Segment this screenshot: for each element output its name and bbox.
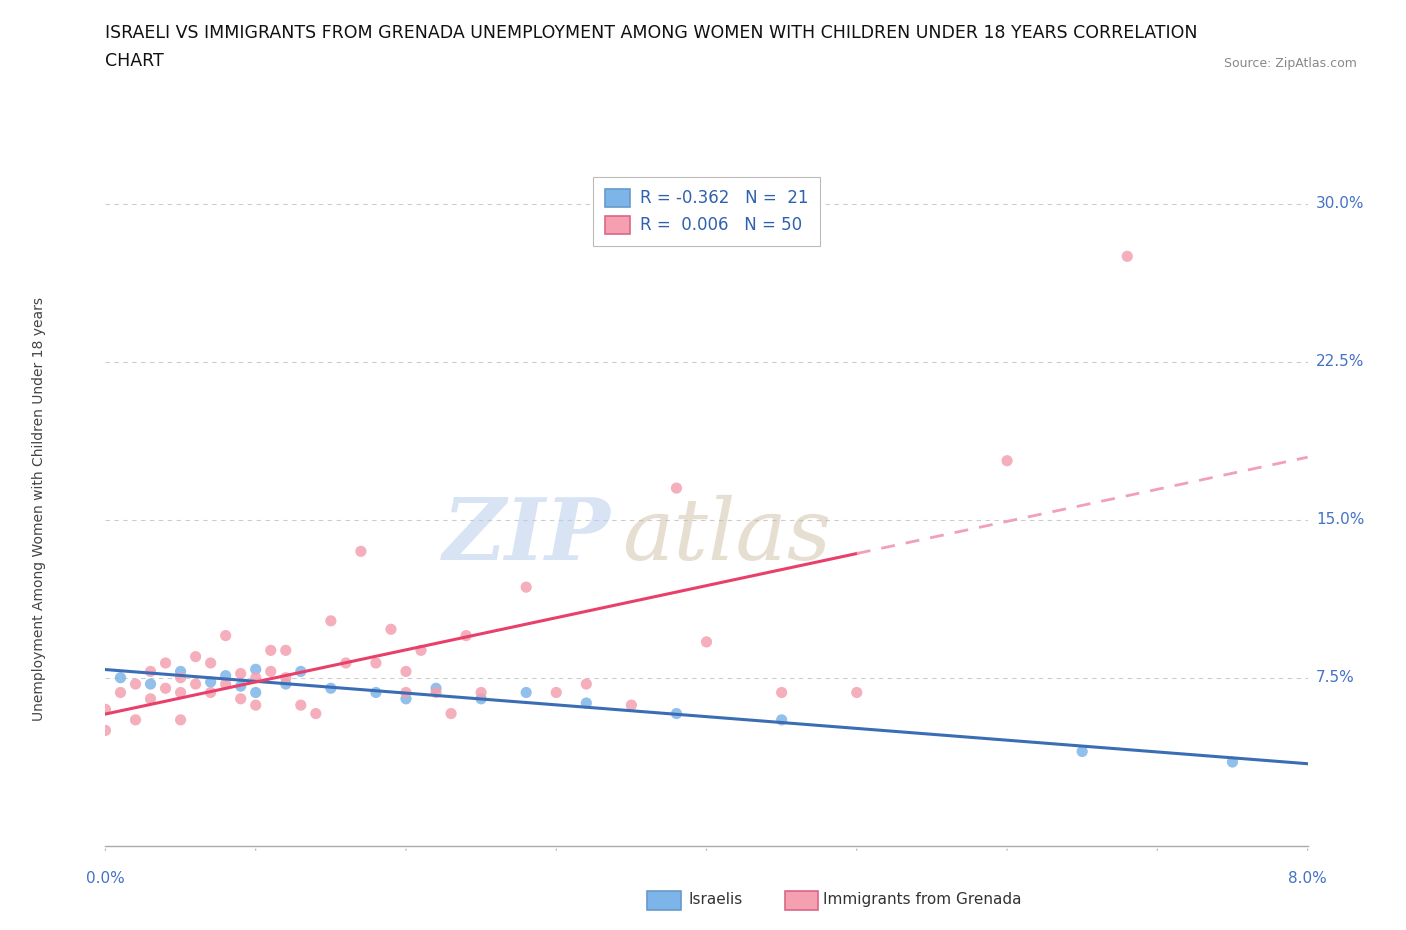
Point bbox=[515, 579, 537, 594]
Point bbox=[350, 544, 373, 559]
Text: 30.0%: 30.0% bbox=[1316, 196, 1364, 211]
Point bbox=[110, 671, 132, 685]
Point bbox=[139, 677, 162, 692]
Point bbox=[995, 453, 1018, 468]
Point bbox=[200, 674, 222, 689]
Point bbox=[470, 685, 492, 700]
Point bbox=[546, 685, 568, 700]
Point bbox=[696, 634, 718, 649]
Point bbox=[319, 681, 342, 696]
Point bbox=[139, 664, 162, 679]
Point bbox=[169, 671, 191, 685]
Point bbox=[169, 685, 191, 700]
Point bbox=[620, 698, 643, 712]
Text: CHART: CHART bbox=[105, 52, 165, 70]
Point bbox=[364, 685, 387, 700]
Point bbox=[155, 656, 177, 671]
Point bbox=[319, 614, 342, 629]
Point bbox=[124, 712, 146, 727]
Point bbox=[94, 702, 117, 717]
Point bbox=[1116, 249, 1139, 264]
Point bbox=[845, 685, 868, 700]
Text: Immigrants from Grenada: Immigrants from Grenada bbox=[823, 892, 1021, 907]
Point bbox=[184, 649, 207, 664]
Point bbox=[274, 677, 297, 692]
Point bbox=[214, 628, 236, 643]
Point bbox=[229, 691, 252, 706]
Point bbox=[770, 712, 793, 727]
Text: atlas: atlas bbox=[623, 495, 831, 578]
Point bbox=[245, 671, 267, 685]
Point bbox=[245, 698, 267, 712]
Point bbox=[665, 481, 688, 496]
Point bbox=[245, 685, 267, 700]
Point bbox=[305, 706, 328, 721]
Point bbox=[260, 664, 283, 679]
Point bbox=[454, 628, 477, 643]
Point bbox=[440, 706, 463, 721]
Point bbox=[229, 679, 252, 694]
Point bbox=[139, 691, 162, 706]
Text: Israelis: Israelis bbox=[689, 892, 744, 907]
Point bbox=[155, 681, 177, 696]
Text: 0.0%: 0.0% bbox=[86, 871, 125, 886]
Point bbox=[214, 668, 236, 683]
Point bbox=[94, 723, 117, 737]
Point bbox=[575, 696, 598, 711]
Point bbox=[425, 681, 447, 696]
Point bbox=[395, 664, 418, 679]
Point bbox=[290, 698, 312, 712]
Text: Source: ZipAtlas.com: Source: ZipAtlas.com bbox=[1223, 57, 1357, 70]
Point bbox=[364, 656, 387, 671]
Point bbox=[110, 685, 132, 700]
Point bbox=[245, 662, 267, 677]
Point bbox=[169, 664, 191, 679]
Point bbox=[515, 685, 537, 700]
Point bbox=[290, 664, 312, 679]
Point bbox=[395, 691, 418, 706]
Text: 22.5%: 22.5% bbox=[1316, 354, 1364, 369]
Point bbox=[425, 685, 447, 700]
Text: ZIP: ZIP bbox=[443, 495, 610, 578]
Point bbox=[1071, 744, 1094, 759]
Point bbox=[409, 643, 432, 658]
Point bbox=[184, 677, 207, 692]
Text: 8.0%: 8.0% bbox=[1288, 871, 1327, 886]
Point bbox=[770, 685, 793, 700]
Point bbox=[1222, 754, 1244, 769]
Point bbox=[200, 685, 222, 700]
Point bbox=[274, 671, 297, 685]
Point bbox=[335, 656, 357, 671]
Text: 7.5%: 7.5% bbox=[1316, 671, 1354, 685]
Point bbox=[214, 677, 236, 692]
Text: 15.0%: 15.0% bbox=[1316, 512, 1364, 527]
Point bbox=[665, 706, 688, 721]
Point bbox=[260, 643, 283, 658]
Point bbox=[380, 622, 402, 637]
Point bbox=[575, 677, 598, 692]
Point bbox=[200, 656, 222, 671]
Point bbox=[169, 712, 191, 727]
Point bbox=[274, 643, 297, 658]
Text: ISRAELI VS IMMIGRANTS FROM GRENADA UNEMPLOYMENT AMONG WOMEN WITH CHILDREN UNDER : ISRAELI VS IMMIGRANTS FROM GRENADA UNEMP… bbox=[105, 24, 1198, 42]
Legend: R = -0.362   N =  21, R =  0.006   N = 50: R = -0.362 N = 21, R = 0.006 N = 50 bbox=[593, 177, 820, 246]
Point bbox=[229, 666, 252, 681]
Point bbox=[395, 685, 418, 700]
Text: Unemployment Among Women with Children Under 18 years: Unemployment Among Women with Children U… bbox=[32, 298, 46, 721]
Point bbox=[124, 677, 146, 692]
Point bbox=[470, 691, 492, 706]
